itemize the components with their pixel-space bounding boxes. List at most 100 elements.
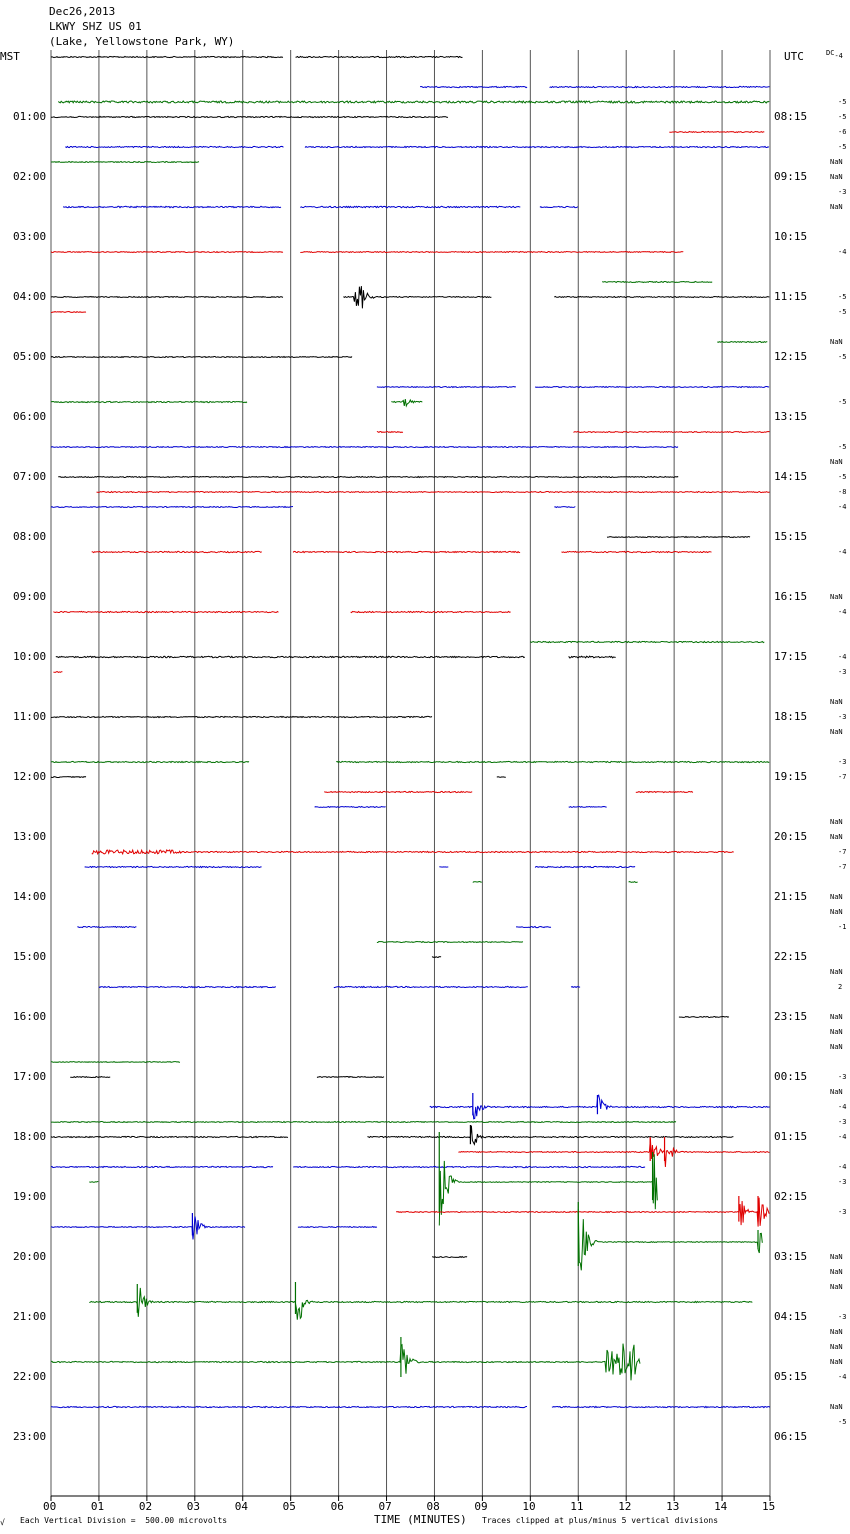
trace-segment	[516, 925, 552, 929]
trace-segment	[57, 100, 770, 104]
x-tick-label: 04	[234, 1500, 248, 1513]
trace-segment	[50, 1216, 246, 1240]
dc-offset-label: -5	[838, 98, 847, 106]
trace-segment	[300, 205, 521, 209]
right-hour-label: 14:15	[774, 470, 808, 483]
trace-segment	[420, 85, 528, 89]
trace-segment	[51, 1061, 181, 1063]
trace-segment	[324, 790, 473, 794]
trace-segment	[554, 506, 576, 509]
trace-segment	[50, 1120, 677, 1124]
x-tick-label: 00	[43, 1500, 57, 1513]
x-tick-label: 09	[474, 1500, 488, 1513]
dc-offset-label: NaN	[830, 158, 843, 166]
dc-offset-label: NaN	[830, 1358, 843, 1366]
dc-offset-label: -4	[838, 1103, 847, 1111]
trace-segment	[292, 550, 521, 554]
x-tick-label: 07	[378, 1500, 392, 1513]
left-hour-label: 08:00	[13, 530, 47, 543]
left-hour-label: 07:00	[13, 470, 47, 483]
dc-label: DC-4	[826, 49, 843, 60]
dc-offset-label: -6	[838, 128, 847, 136]
x-tick-label: 06	[330, 1500, 344, 1513]
left-hour-label: 11:00	[13, 710, 47, 723]
dc-offset-label: NaN	[830, 1043, 843, 1051]
left-hour-label: 23:00	[13, 1430, 47, 1443]
trace-segment	[577, 1209, 763, 1271]
dc-offset-label: -4	[838, 1373, 847, 1381]
x-tick-label: 12	[618, 1500, 632, 1513]
right-hour-label: 19:15	[774, 770, 808, 783]
trace-segment	[50, 355, 353, 359]
left-hour-label: 05:00	[13, 350, 47, 363]
dc-offset-label: -4	[838, 503, 847, 511]
trace-segment	[376, 385, 516, 389]
trace-segment	[534, 865, 636, 869]
right-hour-label: 22:15	[774, 950, 808, 963]
dc-offset-label: -7	[838, 773, 847, 781]
dc-offset-label: -4	[838, 653, 847, 661]
trace-segment	[314, 805, 386, 809]
left-hour-label: 12:00	[13, 770, 47, 783]
right-timezone-label: UTC	[784, 50, 804, 63]
trace-segment	[534, 385, 770, 389]
x-tick-label: 11	[570, 1500, 584, 1513]
dc-offset-label: -4	[838, 1163, 847, 1171]
dc-offset-label: NaN	[830, 1328, 843, 1336]
left-hour-label: 20:00	[13, 1250, 47, 1263]
right-hour-label: 21:15	[774, 890, 808, 903]
dc-offset-label: NaN	[830, 1028, 843, 1036]
dc-offset-label: -5	[838, 473, 847, 481]
dc-offset-label: -5	[838, 143, 847, 151]
trace-segment	[554, 295, 770, 299]
trace-segment	[51, 1343, 641, 1381]
trace-segment	[432, 1255, 468, 1259]
dc-offset-label: -3	[838, 1178, 847, 1186]
x-tick-label: 13	[666, 1500, 680, 1513]
left-hour-label: 22:00	[13, 1370, 47, 1383]
dc-offset-label: -5	[838, 353, 847, 361]
right-hour-label: 20:15	[774, 830, 808, 843]
dc-offset-label: NaN	[830, 1268, 843, 1276]
right-hour-label: 02:15	[774, 1190, 808, 1203]
trace-segment	[55, 655, 525, 659]
left-hour-label: 19:00	[13, 1190, 47, 1203]
right-hour-label: 18:15	[774, 710, 808, 723]
header-date: Dec26,2013	[49, 5, 116, 18]
dc-offset-label: -4	[838, 248, 847, 256]
dc-offset-label: -5	[838, 398, 847, 406]
trace-segment	[65, 145, 284, 149]
right-hour-label: 04:15	[774, 1310, 808, 1323]
dc-offset-label: NaN	[830, 1013, 843, 1021]
dc-offset-label: -3	[838, 1208, 847, 1216]
dc-offset-label: -8	[838, 488, 847, 496]
dc-offset-label: NaN	[830, 818, 843, 826]
right-hour-label: 06:15	[774, 1430, 808, 1443]
trace-segment	[50, 1135, 289, 1139]
trace-segment	[89, 1181, 99, 1183]
trace-segment	[53, 610, 279, 614]
footer-corner-mark: √	[0, 1518, 5, 1527]
trace-segment	[438, 1154, 658, 1226]
trace-segment	[717, 340, 768, 344]
trace-segment	[77, 925, 137, 929]
right-hour-label: 17:15	[774, 650, 808, 663]
x-tick-label: 05	[282, 1500, 296, 1513]
trace-segment	[568, 655, 616, 659]
trace-segment	[529, 640, 765, 644]
trace-segment	[91, 550, 262, 554]
dc-offset-label: -3	[838, 758, 847, 766]
trace-segment	[336, 760, 770, 764]
trace-segment	[50, 295, 284, 299]
trace-segment	[91, 848, 734, 856]
trace-segment	[50, 715, 433, 719]
trace-segment	[62, 205, 282, 209]
trace-segment	[678, 1015, 730, 1019]
dc-offset-label: -5	[838, 308, 847, 316]
dc-offset-label: -5	[838, 1418, 847, 1426]
trace-segment	[333, 985, 528, 989]
trace-segment	[84, 865, 262, 869]
trace-segment	[89, 1287, 753, 1320]
trace-segment	[367, 1125, 734, 1146]
trace-segment	[350, 610, 511, 614]
